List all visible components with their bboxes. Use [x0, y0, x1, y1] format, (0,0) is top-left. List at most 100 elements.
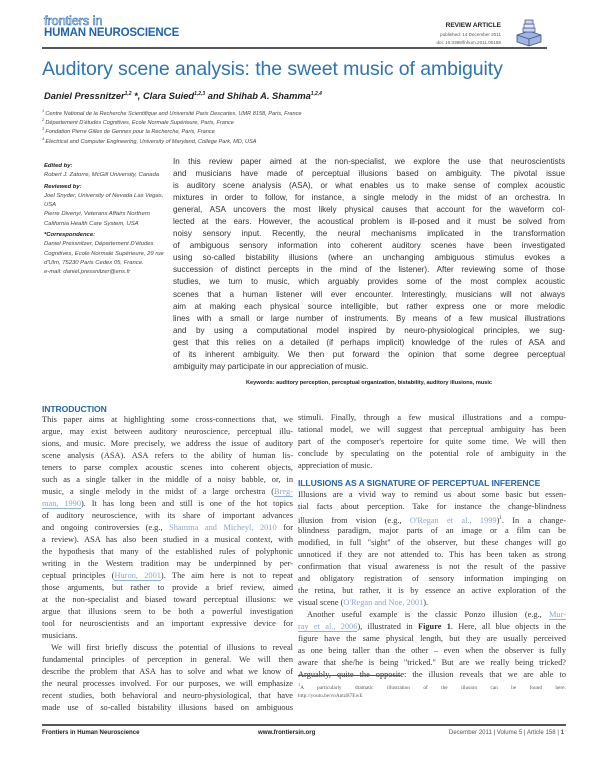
affiliation-text: Centre National de la Recherche Scientif… — [45, 110, 302, 117]
abstract: In this review paper aimed at the non-sp… — [173, 156, 565, 373]
abstract-line: gest that this relies on a detailed (if … — [173, 337, 565, 347]
text-line: tial facts about perception. Take for in… — [298, 502, 566, 511]
affiliation: 4 Electrical and Computer Engineering, U… — [42, 136, 256, 145]
text-line: ray et al., 2006), illustrated in Figure… — [298, 622, 566, 632]
citation-link[interactable]: Shamma and Micheyl, 2010 — [169, 523, 277, 532]
footer-journal: Frontiers in Human Neuroscience — [42, 729, 140, 736]
journal-logo-name: HUMAN NEUROSCIENCE — [44, 27, 180, 39]
text-line: modified, in full "sight" of the observe… — [298, 538, 566, 547]
correspondence-address: Daniel Pressnitzer, Département D'études… — [44, 241, 164, 266]
header-rule — [42, 47, 547, 49]
abstract-line: studies, we turn to music, which arguabl… — [173, 277, 565, 287]
edited-by-label: Edited by: — [44, 163, 73, 169]
citation-link[interactable]: Huron, 2001 — [114, 571, 161, 581]
editorial-sidebar: Edited by: Robert J. Zatorre, McGill Uni… — [44, 162, 169, 278]
editor: Robert J. Zatorre, McGill University, Ca… — [44, 172, 160, 179]
text-line: the hypothesis that many of the establis… — [42, 547, 293, 556]
illusions-text: Illusions are a vivid way to remind us a… — [298, 489, 566, 681]
affiliation: 1 Centre National de la Recherche Scient… — [42, 108, 302, 117]
citation-link[interactable]: O'Regan and Noe, 2001 — [343, 598, 424, 607]
text-line: tational model, we will suggest that per… — [298, 425, 566, 434]
citation-link[interactable]: man, 1990 — [42, 499, 82, 509]
footer-issue-text: December 2011 | Volume 5 | Article 158 | — [448, 729, 561, 736]
figure-reference[interactable]: Figure 1 — [417, 622, 451, 631]
doi: doi: 10.3389/fnhum.2011.00158 — [436, 40, 501, 45]
affiliation-marker: 4 — [42, 135, 46, 141]
footnote-marker: 1 — [298, 682, 301, 687]
right-column: stimuli. Finally, through a few musical … — [298, 412, 566, 681]
text-line: and ongoing controversies (e.g., Shamma … — [42, 523, 293, 532]
affiliation-text: Département D'études Cognitives, Ecole N… — [45, 120, 234, 127]
affiliation-marker: 1 — [42, 108, 46, 113]
text-line: scene analysis (ASA). ASA refers to the … — [42, 451, 293, 460]
introduction-continuation: stimuli. Finally, through a few musical … — [298, 412, 566, 472]
footnote-reference[interactable]: 1 — [499, 516, 502, 521]
stacked-books-icon — [516, 19, 542, 47]
text-line: sions, and music. More precisely, we add… — [42, 439, 293, 448]
text-line: blindness paradigm, major parts of an im… — [298, 526, 566, 535]
page-number: 1 — [560, 729, 564, 736]
reviewer-1: Joel Snyder, University of Nevada Las Ve… — [44, 192, 164, 209]
abstract-line: succession of distinct percepts in the m… — [173, 265, 565, 275]
abstract-line: lines with a small or large number of in… — [173, 313, 565, 323]
abstract-line: and by using a computational model inspi… — [173, 325, 565, 335]
abstract-line: ambiguity may participate in our appreci… — [173, 361, 369, 371]
author-affiliation-marker: 1,2,3 — [194, 91, 206, 97]
footer-website[interactable]: www.frontiersin.org — [258, 729, 316, 736]
text-line: We will first briefly discuss the potent… — [51, 643, 293, 652]
article-type: REVIEW ARTICLE — [445, 22, 501, 29]
text-line: argue, may exist between auditory neuros… — [42, 427, 293, 436]
text-line: music, a single melody in the midst of a… — [42, 487, 293, 497]
section-heading-introduction: INTRODUCTION — [42, 404, 107, 414]
keywords: Keywords: auditory perception, perceptua… — [245, 380, 493, 386]
text-line: unnoticed if they are not attended to. T… — [298, 550, 566, 559]
published-date: published: 14 December 2011 — [440, 32, 501, 37]
abstract-line: scenes that a human listener will ever e… — [173, 289, 565, 299]
text-line: part of the composer's repertoire for qu… — [298, 437, 566, 446]
text-line: aware that she/he is being "tricked." Bu… — [298, 658, 566, 667]
citation-link[interactable]: O'Regan et al., 1999 — [409, 515, 497, 525]
article-title: Auditory scene analysis: the sweet music… — [42, 58, 503, 80]
left-column: INTRODUCTION This paper aims at highligh… — [42, 404, 293, 714]
affiliation-text: Fondation Pierre Gilles de Gennes pour l… — [45, 129, 215, 136]
text-line: recent studies, both behavioral and neur… — [42, 691, 293, 700]
citation-link[interactable]: ray et al., 2006 — [298, 622, 358, 632]
citation-link[interactable]: Breg- — [274, 487, 293, 497]
text-line: figure have the same physical length, bu… — [298, 634, 566, 643]
text-line: Arguably, quite the opposite: the illusi… — [298, 670, 566, 679]
footer-issue: December 2011 | Volume 5 | Article 158 |… — [449, 729, 564, 736]
abstract-line: of its inherent ambiguity. We then put f… — [173, 349, 565, 359]
text-line: writing in the Western tradition may be … — [42, 559, 293, 568]
author-name[interactable]: Shihab A. Shamma — [226, 91, 311, 102]
text-line: and obligatory registration of sensory i… — [298, 574, 566, 583]
abstract-line: general, ASA uncovers the most likely ph… — [173, 205, 565, 215]
abstract-line: using so-called bistability illusions (w… — [173, 253, 565, 263]
affiliation: 2 Département D'études Cognitives, Ecole… — [42, 117, 234, 126]
text-line: appreciation of music. — [298, 461, 373, 470]
text-line: tool for neuroscientists and an importan… — [42, 619, 293, 628]
author-affiliation-marker: 1,2 — [124, 91, 132, 97]
text-line: fundamental principles of perception in … — [42, 655, 293, 664]
text-line: conclude by speculating on the potential… — [298, 449, 566, 458]
abstract-line: aim at making each physical source intel… — [173, 301, 565, 311]
author-list: Daniel Pressnitzer1,2 *, Clara Suied1,2,… — [44, 91, 322, 102]
text-line: of auditory neuroscience, with its share… — [42, 511, 293, 520]
text-line: ceptual principles (Huron, 2001). The ai… — [42, 571, 293, 581]
footnote-url[interactable]: http://youtu.be/voAntzB7EwE — [298, 693, 363, 700]
text-line: Illusions are a vivid way to remind us a… — [298, 490, 566, 499]
abstract-line: In this review paper aimed at the non-sp… — [173, 157, 565, 166]
text-line: at the non-specialist and biased toward … — [42, 595, 293, 604]
text-line: musicians. — [42, 631, 78, 640]
introduction-text: This paper aims at highlighting some cro… — [42, 414, 293, 714]
text-line: such as a single talker in the middle of… — [42, 475, 293, 484]
citation-link[interactable]: Mur- — [549, 610, 566, 620]
correspondence-email[interactable]: e-mail: daniel.pressnitzer@ens.fr — [44, 269, 131, 276]
affiliation-text: Electrical and Computer Engineering, Uni… — [45, 138, 257, 145]
footnote-text: A particularly dramatic illustration of … — [300, 684, 566, 691]
abstract-line: of ambiguous sensory information into co… — [173, 241, 565, 251]
author-name[interactable]: Daniel Pressnitzer — [44, 91, 125, 102]
affiliation: 3 Fondation Pierre Gilles de Gennes pour… — [42, 126, 215, 135]
abstract-line: is auditory scene analysis (ASA), or wha… — [173, 181, 565, 191]
affiliation-marker: 2 — [42, 117, 46, 123]
author-name[interactable]: Clara Suied — [142, 91, 195, 102]
